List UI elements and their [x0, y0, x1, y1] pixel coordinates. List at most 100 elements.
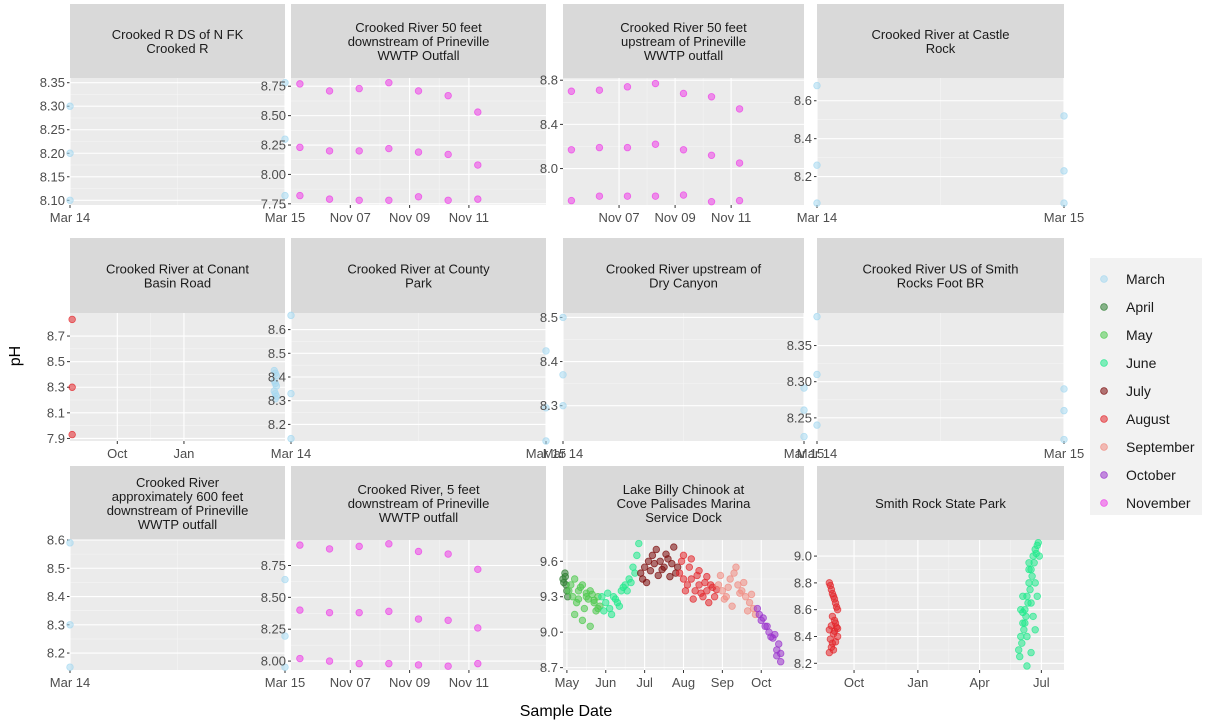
- data-point: [414, 615, 423, 623]
- y-tick-label: 8.30: [40, 99, 65, 114]
- data-point: [623, 83, 632, 91]
- y-tick-label: 8.35: [787, 338, 812, 353]
- data-point: [832, 603, 841, 611]
- legend-label: October: [1126, 467, 1176, 483]
- data-point: [296, 191, 304, 200]
- data-point: [1028, 572, 1036, 580]
- y-tick-label: 8.15: [40, 169, 65, 184]
- y-tick-label: 8.4: [540, 117, 558, 132]
- data-point: [271, 395, 280, 403]
- data-point: [385, 196, 393, 204]
- facet-title: WWTP outfall: [379, 510, 458, 525]
- data-point: [705, 598, 713, 607]
- y-tick-label: 9.0: [794, 549, 812, 564]
- legend-key: [1100, 303, 1108, 311]
- y-tick-label: 8.2: [794, 169, 812, 184]
- facet-title: Dry Canyon: [649, 276, 718, 291]
- data-point: [590, 596, 598, 604]
- facet-strip: [817, 4, 1064, 78]
- y-tick-label: 8.75: [261, 558, 286, 573]
- x-tick-label: May: [555, 675, 580, 690]
- y-tick-label: 8.30: [787, 374, 812, 389]
- x-tick-label: Mar 15: [784, 446, 824, 461]
- data-point: [800, 384, 808, 392]
- data-point: [833, 624, 842, 633]
- data-point: [567, 196, 576, 205]
- y-tick-label: 8.2: [794, 656, 812, 671]
- data-point: [1019, 592, 1027, 600]
- data-point: [1018, 639, 1026, 647]
- data-point: [813, 81, 821, 90]
- data-point: [685, 563, 694, 571]
- x-axis-title: Sample Date: [520, 703, 613, 720]
- data-point: [1025, 579, 1033, 587]
- data-point: [651, 192, 660, 200]
- y-tick-label: 7.75: [261, 196, 286, 211]
- facet-title: Cove Palisades Marina: [617, 496, 751, 511]
- data-point: [355, 147, 363, 155]
- data-point: [703, 572, 711, 581]
- facet-title: Service Dock: [645, 510, 722, 525]
- data-point: [679, 146, 688, 154]
- x-tick-label: Oct: [751, 675, 772, 690]
- data-point: [747, 590, 756, 599]
- data-point: [296, 654, 304, 663]
- y-tick-label: 8.4: [47, 589, 65, 604]
- data-point: [1019, 608, 1027, 617]
- x-tick-label: Apr: [969, 675, 990, 690]
- data-point: [831, 638, 840, 646]
- facet-title: WWTP outfall: [644, 48, 723, 63]
- data-point: [1016, 652, 1024, 661]
- data-point: [724, 583, 732, 591]
- data-point: [570, 575, 579, 583]
- data-point: [325, 87, 334, 95]
- data-point: [1017, 632, 1025, 641]
- data-point: [1027, 599, 1035, 607]
- data-point: [759, 614, 767, 622]
- data-point: [559, 313, 567, 322]
- data-point: [633, 551, 641, 560]
- facet-strip: [563, 466, 804, 540]
- data-point: [735, 159, 744, 167]
- data-point: [662, 550, 670, 558]
- data-point: [578, 616, 587, 625]
- legend-label: April: [1126, 299, 1154, 315]
- data-point: [355, 608, 363, 617]
- x-tick-label: Mar 15: [265, 675, 305, 690]
- facet-title: Crooked River US of Smith: [862, 262, 1018, 277]
- data-point: [652, 545, 660, 554]
- facet-title: WWTP Outfall: [377, 48, 459, 63]
- data-point: [714, 581, 723, 589]
- facet-title: Park: [405, 276, 432, 291]
- data-point: [1026, 585, 1034, 594]
- data-point: [68, 315, 76, 324]
- data-point: [325, 147, 334, 155]
- x-tick-label: Mar 14: [797, 446, 837, 461]
- data-point: [743, 607, 752, 615]
- y-tick-label: 8.3: [47, 380, 65, 395]
- facet-title: Lake Billy Chinook at: [623, 482, 745, 497]
- data-point: [1025, 565, 1033, 574]
- data-point: [775, 640, 783, 648]
- data-point: [542, 437, 550, 445]
- legend-background: [1090, 258, 1202, 515]
- x-tick-label: Nov 07: [330, 675, 371, 690]
- x-tick-label: Oct: [107, 446, 128, 461]
- y-tick-label: 8.25: [40, 122, 65, 137]
- data-point: [623, 143, 632, 152]
- data-point: [287, 434, 295, 443]
- data-point: [296, 143, 304, 152]
- facet-strip: [817, 466, 1064, 540]
- x-tick-label: Mar 14: [543, 446, 583, 461]
- data-point: [707, 197, 716, 206]
- data-point: [695, 567, 703, 575]
- data-point: [687, 555, 695, 563]
- legend-key: [1100, 471, 1108, 479]
- data-point: [474, 659, 482, 668]
- facet-title: Crooked River upstream of: [606, 262, 762, 277]
- x-tick-label: Nov 09: [389, 675, 430, 690]
- data-point: [287, 311, 295, 320]
